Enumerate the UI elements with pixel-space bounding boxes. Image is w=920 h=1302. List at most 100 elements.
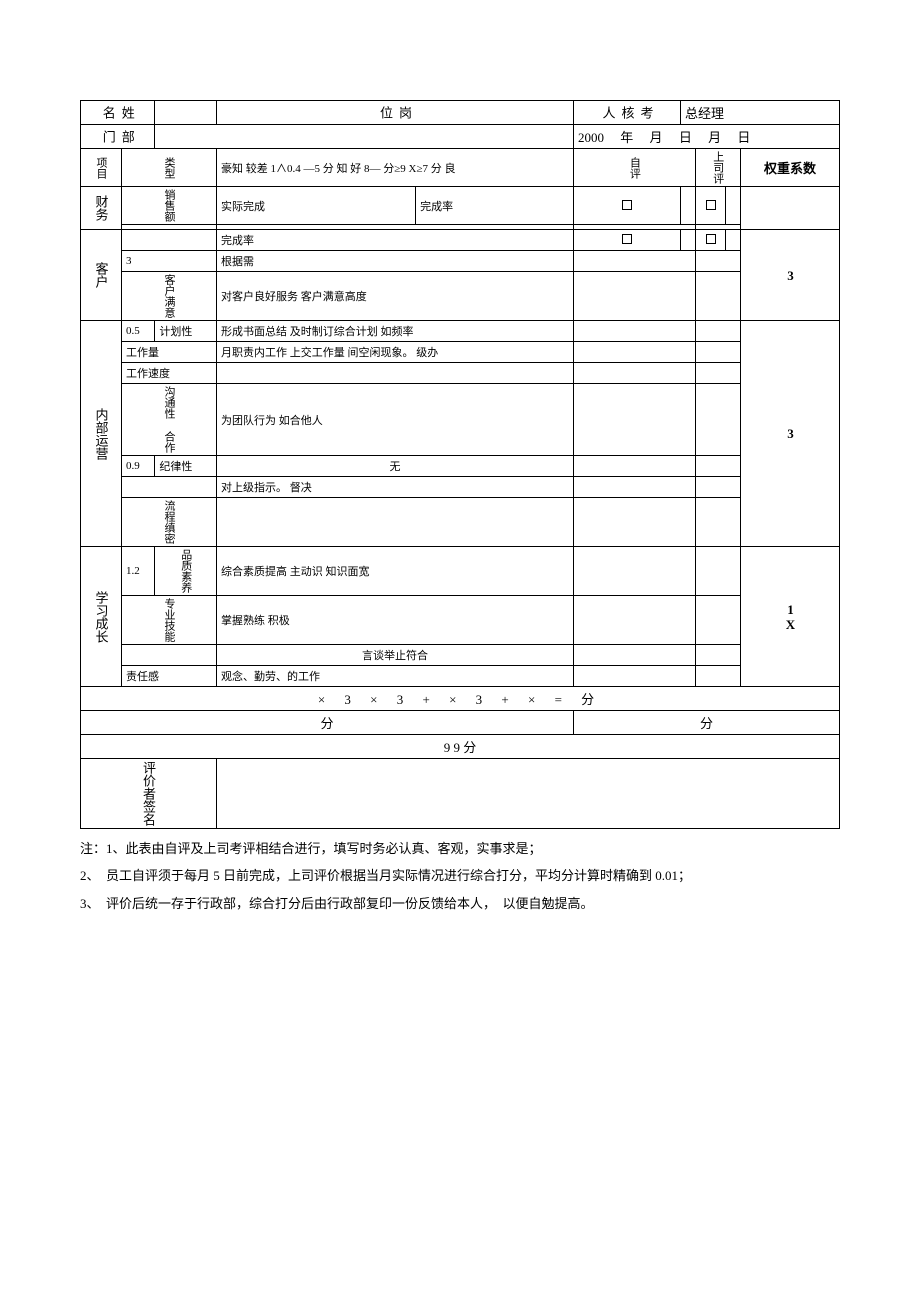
int-boss5[interactable] (695, 456, 740, 477)
scale-fair: 好 (350, 163, 361, 175)
col-scale: 豪知 较差 1∧0.4 —5 分 知 好 8— 分≥9 X≥7 分 良 (216, 149, 573, 187)
dept-value (155, 125, 574, 149)
int-weight: 3 (740, 321, 839, 547)
int-self1[interactable] (574, 321, 696, 342)
cust-self1[interactable] (681, 230, 696, 251)
cust-boss2[interactable] (695, 251, 740, 272)
fin-self[interactable] (681, 187, 696, 225)
footnotes: 注：1、此表由自评及上司考评相结合进行，填写时务必认真、客观，实事求是； 2、 … (80, 837, 840, 915)
cust-r3b: 对客户良好服务 客户满意高度 (216, 272, 573, 321)
scale-2: 分≥9 (383, 163, 406, 175)
lrn-r3a (122, 645, 217, 666)
section-learning: 学习成长 (81, 547, 122, 687)
name-value (155, 101, 217, 125)
col-weight: 权重系数 (740, 149, 839, 187)
cust-chk2[interactable] (695, 230, 726, 251)
fin-r1c: 完成率 (416, 187, 574, 225)
int-self5[interactable] (574, 456, 696, 477)
int-boss4[interactable] (695, 384, 740, 456)
int-r6b: 对上级指示。 督决 (216, 477, 573, 498)
cust-r1c: 完成率 (216, 230, 573, 251)
note-1: 注：1、此表由自评及上司考评相结合进行，填写时务必认真、客观，实事求是； (80, 837, 840, 860)
lrn-boss2[interactable] (695, 596, 740, 645)
lrn-r1b: 品质素养 (155, 547, 217, 596)
section-finance: 财务 (81, 187, 122, 230)
int-r7b (216, 498, 573, 547)
lrn-self3[interactable] (574, 645, 696, 666)
col-self: 自评 (574, 149, 696, 187)
int-boss2[interactable] (695, 342, 740, 363)
int-r1a: 0.5 (122, 321, 155, 342)
lrn-r1c: 综合素质提高 主动识 知识面宽 (216, 547, 573, 596)
month-label-1: 月 (650, 130, 663, 145)
int-self7[interactable] (574, 498, 696, 547)
day-label-2: 日 (737, 130, 750, 145)
month-label-2: 月 (708, 130, 721, 145)
int-boss6[interactable] (695, 477, 740, 498)
int-boss3[interactable] (695, 363, 740, 384)
lrn-self1[interactable] (574, 547, 696, 596)
fin-r1b: 实际完成 (216, 187, 415, 225)
int-self6[interactable] (574, 477, 696, 498)
cust-boss1[interactable] (726, 230, 741, 251)
fin-chk1[interactable] (574, 187, 681, 225)
int-r1c: 形成书面总结 及时制订综合计划 如频率 (216, 321, 573, 342)
examiner-value: 总经理 (681, 101, 840, 125)
cust-weight: 3 (740, 230, 839, 321)
int-r2b: 月职责内工作 上交工作量 间空闲现象。 级办 (216, 342, 573, 363)
section-customer: 客户 (81, 230, 122, 321)
int-r4a: 沟通性 合作 (122, 384, 217, 456)
cust-self3[interactable] (574, 272, 696, 321)
scale-8: 豪知 (221, 163, 243, 175)
period-year-prefix: 2000 (578, 130, 604, 145)
int-r2a: 工作量 (122, 342, 217, 363)
evaluation-form: 姓名 岗位 考核人 总经理 部门 2000 年 月 日 月 日 项目 类型 豪知… (80, 100, 840, 829)
section-internal: 内部运营 (81, 321, 122, 547)
score-left: 分 (81, 711, 574, 735)
scale-1: X≥7 分 (409, 163, 442, 175)
reviewer-label: 评价者签名 (81, 759, 217, 829)
lrn-r2c: 掌握熟练 积极 (216, 596, 573, 645)
int-self2[interactable] (574, 342, 696, 363)
year-label: 年 (620, 130, 633, 145)
int-self3[interactable] (574, 363, 696, 384)
lrn-boss1[interactable] (695, 547, 740, 596)
cust-chk1[interactable] (574, 230, 681, 251)
total-row: 9 9 分 (81, 735, 840, 759)
scale-4: 知 (336, 163, 347, 175)
int-self4[interactable] (574, 384, 696, 456)
int-r5c: 无 (216, 456, 573, 477)
int-boss7[interactable] (695, 498, 740, 547)
lrn-boss3[interactable] (695, 645, 740, 666)
lrn-r2a: 专业技能 (122, 596, 217, 645)
lrn-boss4[interactable] (695, 666, 740, 687)
cust-self2[interactable] (574, 251, 696, 272)
lrn-r1a: 1.2 (122, 547, 155, 596)
int-boss1[interactable] (695, 321, 740, 342)
int-r7a: 流程缜密 (122, 498, 217, 547)
int-r1b: 计划性 (155, 321, 217, 342)
int-r5b: 纪律性 (155, 456, 217, 477)
fin-boss[interactable] (726, 187, 741, 225)
int-r6a (122, 477, 217, 498)
lrn-self2[interactable] (574, 596, 696, 645)
fin-r1a: 销售额 (122, 187, 217, 225)
scale-6: 1∧0.4 (270, 163, 300, 175)
fin-chk2[interactable] (695, 187, 726, 225)
col-boss: 上司评 (695, 149, 740, 187)
position-label: 岗位 (216, 101, 573, 125)
reviewer-sign[interactable] (216, 759, 839, 829)
cust-boss3[interactable] (695, 272, 740, 321)
int-r3b (216, 363, 573, 384)
col-type: 类型 (122, 149, 217, 187)
note-2: 2、 员工自评须于每月 5 日前完成，上司评价根据当月实际情况进行综合打分，平均… (80, 864, 840, 887)
scale-3: 8— (364, 163, 381, 175)
formula-row: × 3 × 3 + × 3 + × = 分 (81, 687, 840, 711)
fin-weight (740, 187, 839, 230)
scale-7: 较差 (246, 163, 268, 175)
int-r5a: 0.9 (122, 456, 155, 477)
lrn-self4[interactable] (574, 666, 696, 687)
cust-r2b: 根据需 (216, 251, 573, 272)
score-right: 分 (573, 711, 839, 735)
lrn-r3c: 言谈举止符合 (216, 645, 573, 666)
